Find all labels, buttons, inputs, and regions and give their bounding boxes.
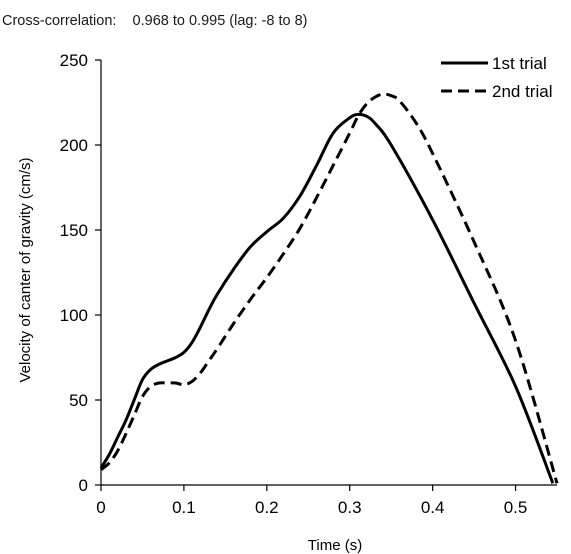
x-tick-label: 0.4 [421, 498, 445, 517]
legend-label-2: 2nd trial [492, 82, 552, 101]
y-tick-label: 150 [60, 221, 88, 240]
y-tick-label: 100 [60, 306, 88, 325]
series-layer [99, 92, 559, 484]
series-line-1 [99, 112, 555, 484]
legend-label-1: 1st trial [492, 54, 547, 73]
chart-title: Cross-correlation: 0.968 to 0.995 (lag: … [2, 13, 307, 29]
y-tick-label: 50 [69, 391, 88, 410]
y-axis-label: Velocity of canter of gravity (cm/s) [17, 157, 34, 382]
y-tick-label: 200 [60, 136, 88, 155]
x-tick-label: 0.1 [172, 498, 196, 517]
x-tick-label: 0 [96, 498, 105, 517]
series-line-2 [100, 92, 559, 484]
axes: 0 50 100 150 200 250 0 0.1 0.2 0.3 0.4 0.5 [60, 51, 557, 517]
x-tick-label: 0.5 [504, 498, 528, 517]
x-tick-label: 0.2 [255, 498, 279, 517]
x-axis-label: Time (s) [308, 537, 362, 554]
legend: 1st trial 2nd trial [441, 54, 552, 101]
x-tick-label: 0.3 [338, 498, 362, 517]
y-tick-label: 250 [60, 51, 88, 70]
y-tick-label: 0 [79, 476, 88, 495]
